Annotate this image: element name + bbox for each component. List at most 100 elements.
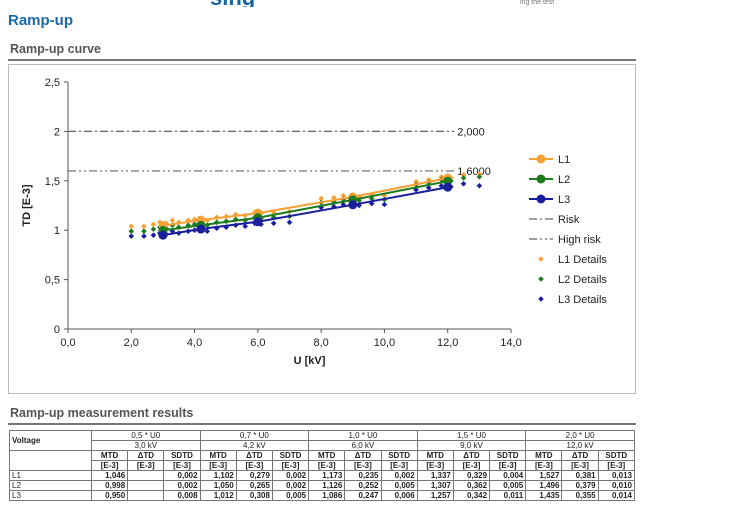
x-tick-label: 2,0 (124, 337, 139, 349)
unit-header: [E-3] (380, 460, 418, 471)
value-cell: 0,998 (90, 480, 129, 491)
value-cell: 0,252 (344, 480, 382, 491)
group-factor: 2,0 * U0 (525, 430, 635, 441)
value-cell: 0,011 (489, 490, 527, 501)
legend-l3-marker (536, 194, 546, 204)
value-cell: 0,005 (271, 490, 310, 501)
l1-details-point (331, 194, 337, 201)
unit-header: [E-3] (163, 460, 201, 471)
unit-header: [E-3] (416, 460, 454, 471)
l3-details-point (141, 233, 147, 239)
x-tick-label: 0,0 (60, 337, 75, 349)
legend-l2-label: L2 (558, 174, 570, 186)
value-cell (127, 490, 165, 501)
l1-details-point (150, 221, 157, 228)
l2-details-point (150, 226, 157, 233)
column-header: ΔTD (344, 450, 382, 461)
y-tick-label: 2,5 (45, 77, 60, 89)
results-table: Voltage 0,5 * U0 0,7 * U0 1,0 * U0 1,5 * U0 2… (9, 430, 636, 501)
l3-point (253, 217, 263, 227)
column-header: SDTD (271, 450, 310, 461)
value-cell: 0,279 (235, 470, 273, 481)
l1-details-point (169, 217, 176, 224)
value-cell: 1,337 (416, 470, 454, 481)
value-cell: 0,006 (380, 490, 418, 501)
value-cell: 1,126 (308, 480, 346, 491)
value-cell: 0,265 (235, 480, 273, 491)
x-tick-label: 12,0 (437, 337, 458, 349)
x-tick-label: 10,0 (374, 337, 395, 349)
legend-l3-details-marker (538, 296, 544, 302)
l1-series-line (162, 177, 448, 227)
l2-details-point (141, 228, 147, 234)
value-cell: 0,008 (163, 490, 201, 501)
l3-details-point (150, 232, 157, 238)
unit-header: [E-3] (452, 460, 491, 471)
value-cell: 0,004 (489, 470, 527, 481)
ramp-up-chart: 0,0 2,0 4,0 6,0 8,0 10,0 12,0 14,0 0 0,5 1 1,5 2 2,5 U… (21, 77, 607, 367)
l3-details-point (460, 180, 467, 187)
l1-details-point (340, 192, 347, 199)
l1-details-point (141, 223, 147, 230)
column-header: ΔTD (235, 450, 273, 461)
y-tick-label: 1 (54, 225, 60, 237)
group-kv: 4,2 kV (199, 440, 310, 451)
value-cell: 0,002 (163, 470, 201, 481)
value-cell: 1,046 (90, 470, 129, 481)
blank-cell (9, 450, 92, 461)
y-tick-label: 2 (54, 126, 60, 138)
column-header: MTD (308, 450, 346, 461)
legend-l3-details-label: L3 Details (558, 294, 607, 306)
l2-details-point (476, 174, 483, 180)
value-cell: 1,102 (199, 470, 237, 481)
value-cell (127, 470, 165, 481)
results-section-divider (8, 423, 636, 425)
row-label: L1 (9, 470, 92, 481)
row-label: L3 (9, 490, 92, 501)
column-header: MTD (199, 450, 237, 461)
l3-details-point (128, 233, 135, 239)
chart-panel: 0,0 2,0 4,0 6,0 8,0 10,0 12,0 14,0 0 0,5 1 1,5 2 2,5 U… (8, 64, 636, 394)
value-cell: 1,257 (416, 490, 454, 501)
l3-details-point (476, 182, 483, 189)
blank-cell (9, 460, 92, 471)
value-cell: 0,013 (597, 470, 636, 481)
value-cell: 0,002 (380, 470, 418, 481)
value-cell: 0,005 (380, 480, 418, 491)
ref-line-label: 2,000 (457, 126, 485, 138)
l3-details-point (425, 184, 432, 191)
group-factor: 1,0 * U0 (308, 430, 418, 441)
l3-details-point (318, 204, 324, 211)
legend-l1-details-label: L1 Details (558, 254, 607, 266)
l3-details-point (381, 201, 388, 208)
unit-header: [E-3] (271, 460, 310, 471)
unit-header: [E-3] (344, 460, 382, 471)
l3-details-point (242, 223, 248, 230)
group-factor: 1,5 * U0 (416, 430, 527, 441)
column-header: SDTD (380, 450, 418, 461)
column-header: SDTD (489, 450, 527, 461)
y-tick-label: 0,5 (45, 275, 60, 287)
unit-header: [E-3] (308, 460, 346, 471)
y-tick-label: 1,5 (45, 176, 60, 188)
l1-details-point (368, 191, 375, 198)
column-header: MTD (416, 450, 454, 461)
value-cell (127, 480, 165, 491)
chart-section-title: Ramp-up curve (10, 42, 101, 56)
x-tick-label: 6,0 (250, 337, 265, 349)
value-cell: 0,014 (597, 490, 636, 501)
unit-header: [E-3] (489, 460, 527, 471)
value-cell: 1,173 (308, 470, 346, 481)
x-axis-label: U [kV] (294, 355, 326, 367)
value-cell: 1,086 (308, 490, 346, 501)
value-cell: 0,355 (561, 490, 599, 501)
y-tick-label: 0 (54, 324, 60, 336)
column-header: MTD (90, 450, 129, 461)
l3-point (196, 224, 206, 234)
column-header: SDTD (163, 450, 201, 461)
l3-point (158, 230, 168, 240)
unit-header: [E-3] (235, 460, 273, 471)
l3-point (348, 200, 358, 210)
x-tick-label: 8,0 (313, 337, 328, 349)
value-cell: 0,308 (235, 490, 273, 501)
